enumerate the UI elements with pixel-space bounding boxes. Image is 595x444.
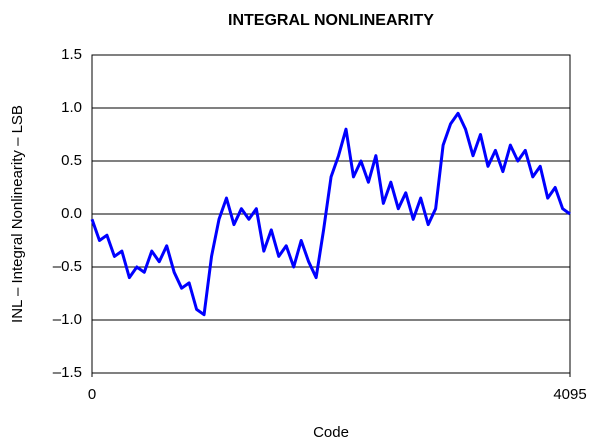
y-tick-label: 1.5 [61,46,82,63]
y-axis-label: INL – Integral Nonlinearity – LSB [9,105,26,323]
y-tick-label: –0.5 [53,258,82,275]
chart-title: INTEGRAL NONLINEARITY [228,12,434,29]
y-tick-label: 0.0 [61,205,82,222]
y-tick-label: –1.0 [53,311,82,328]
x-tick-label: 4095 [553,386,586,403]
x-axis-label: Code [313,424,349,439]
y-tick-label: 0.5 [61,152,82,169]
y-tick-label: –1.5 [53,364,82,381]
inl-line [90,111,571,317]
x-tick-label: 0 [88,386,96,403]
y-tick-label: 1.0 [61,99,82,116]
